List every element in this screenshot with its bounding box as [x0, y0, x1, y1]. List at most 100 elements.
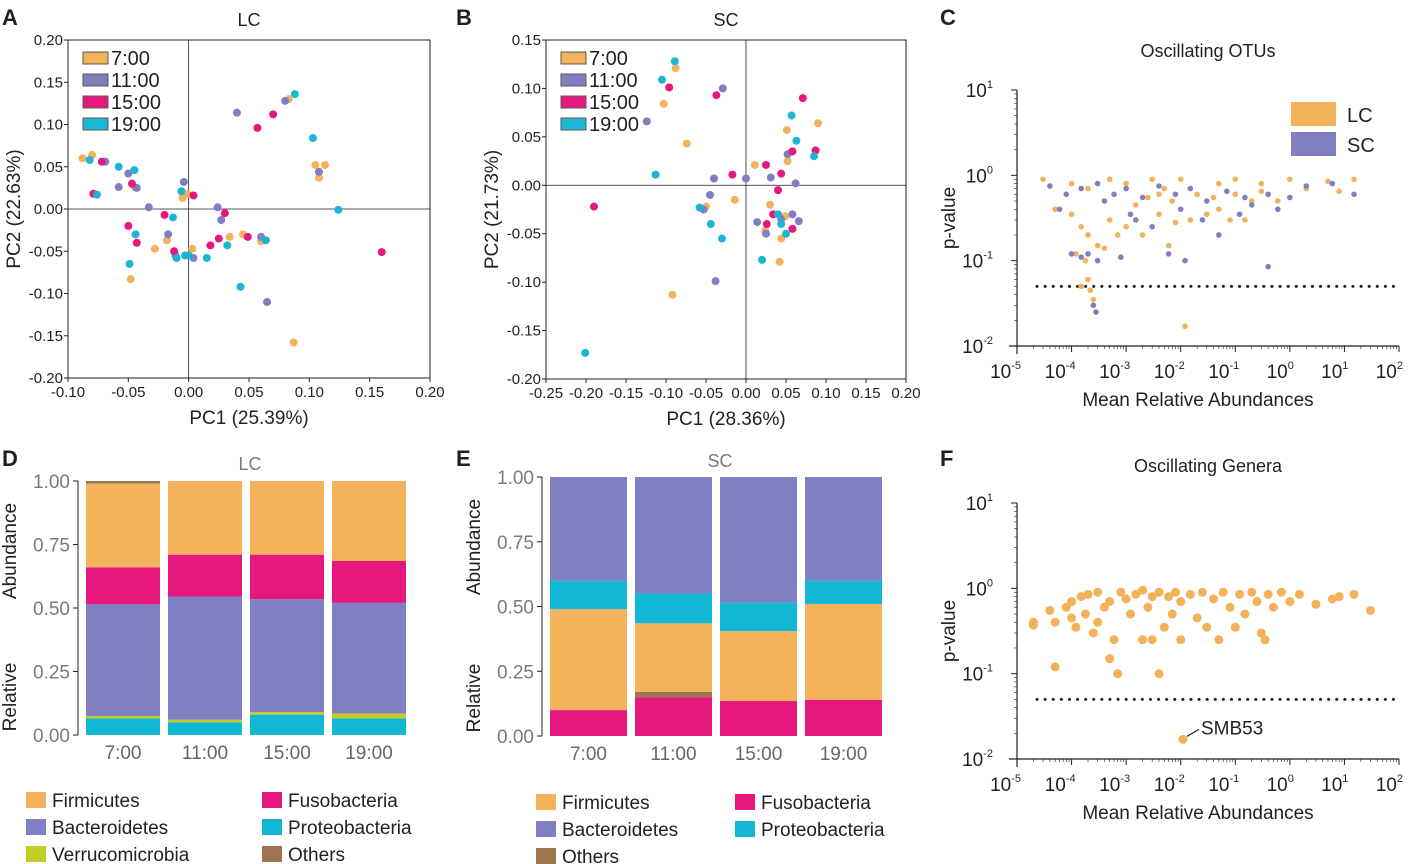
data-point	[189, 191, 198, 200]
data-point	[1156, 211, 1162, 218]
data-point	[670, 57, 679, 66]
legend-swatch	[560, 117, 587, 131]
y-tick-label: 0.05	[34, 159, 63, 176]
data-point	[184, 251, 193, 260]
bar-7:00	[550, 477, 627, 736]
legend-swatch	[1291, 102, 1336, 126]
data-point	[1123, 180, 1129, 187]
bar-segment-others	[86, 481, 160, 484]
data-point	[1101, 198, 1108, 204]
x-tick-label: 7:00	[105, 743, 142, 764]
bar-11:00	[635, 477, 712, 736]
series-SC	[1047, 180, 1357, 315]
x-tick-label: 10-4	[1045, 773, 1076, 796]
data-point	[1216, 206, 1222, 213]
data-point	[787, 111, 796, 120]
data-point	[706, 190, 714, 199]
data-point	[1165, 242, 1172, 249]
x-tick-label: 101	[1321, 360, 1348, 383]
legend-swatch	[536, 821, 556, 837]
panel-label: A	[2, 5, 18, 30]
y-tick-label: 101	[966, 79, 993, 102]
bar-segment-fusobacteria	[720, 701, 797, 736]
y-axis-label-word: Relative	[464, 664, 485, 733]
data-point	[1187, 217, 1194, 223]
x-axis-label: PC1 (28.36%)	[666, 409, 785, 430]
bar-19:00	[805, 477, 882, 736]
data-point	[728, 170, 737, 179]
data-point	[730, 195, 739, 204]
tick-base: 10	[1045, 775, 1066, 796]
y-tick-label: 1.00	[497, 468, 534, 489]
x-tick-label: 10-2	[1154, 773, 1185, 796]
data-point	[1287, 194, 1293, 201]
tick-exponent: 1	[987, 492, 993, 504]
bar-segment-bacteroidetes	[168, 596, 242, 720]
legend-label: 11:00	[589, 70, 638, 92]
data-point	[144, 203, 153, 212]
annotation-label: SMB53	[1201, 718, 1263, 739]
data-point	[775, 257, 784, 266]
data-point	[1088, 628, 1098, 638]
data-point	[1161, 185, 1168, 192]
y-tick-label: 0.00	[512, 177, 541, 194]
panel-b: B SC-0.25 -0.20 -0.15 -0.10 -0.05 0.00 0.05 0.10…	[456, 5, 921, 430]
data-point	[124, 221, 133, 230]
x-axis-label: Mean Relative Abundances	[1082, 803, 1313, 824]
tick-base: 10	[962, 252, 983, 273]
data-point	[1132, 217, 1139, 223]
data-point	[1114, 232, 1121, 238]
data-point	[1172, 191, 1179, 198]
bar-segment-proteobacteria	[635, 593, 712, 624]
x-axis-label: PC1 (25.39%)	[189, 408, 308, 429]
data-point	[1116, 587, 1126, 597]
data-point	[1094, 242, 1101, 249]
data-point	[758, 255, 766, 264]
tick-exponent: -4	[1066, 360, 1076, 372]
y-tick-label: -0.10	[29, 286, 63, 303]
bar-segment-proteobacteria	[550, 580, 627, 610]
x-tick-label: 0.10	[295, 384, 324, 401]
chart-title: SC	[713, 10, 738, 30]
y-tick-label: 0.05	[512, 129, 541, 146]
legend: Firmicutes Fusobacteria Bacteroidetes Prote…	[536, 793, 885, 864]
data-point	[762, 229, 770, 238]
bar-segment-firmicutes	[635, 623, 712, 692]
data-point	[1240, 609, 1250, 619]
data-point	[792, 136, 801, 145]
data-point	[168, 213, 177, 222]
data-point	[321, 161, 330, 170]
y-tick-label: 0.15	[512, 32, 541, 49]
y-tick-label: 0.00	[33, 726, 70, 747]
data-point	[1094, 180, 1101, 187]
tick-exponent: -5	[1011, 360, 1021, 372]
data-point	[1242, 217, 1248, 223]
bar-segment-bacteroidetes	[805, 477, 882, 581]
data-point	[1172, 219, 1179, 226]
data-point	[206, 241, 215, 250]
tick-base: 10	[1376, 775, 1397, 796]
data-point	[788, 224, 797, 233]
tick-exponent: 2	[1397, 360, 1403, 372]
data-point	[1073, 251, 1079, 257]
data-point	[766, 200, 774, 209]
data-point	[1187, 185, 1194, 192]
data-point	[1085, 276, 1091, 283]
y-tick-label: 100	[966, 164, 993, 187]
data-point	[718, 234, 726, 243]
data-point	[1218, 587, 1228, 597]
data-point	[1061, 602, 1071, 612]
data-point	[783, 157, 792, 166]
legend-swatch	[26, 846, 46, 862]
tick-exponent: -2	[1175, 773, 1185, 785]
data-point	[1123, 185, 1129, 192]
data-point	[1109, 635, 1119, 645]
data-point	[1224, 188, 1230, 195]
data-point	[753, 218, 762, 227]
data-point	[1176, 635, 1186, 645]
data-point	[1248, 202, 1255, 208]
bar-segment-bacteroidetes	[635, 477, 712, 594]
series-11:00	[642, 84, 803, 286]
data-point	[170, 247, 179, 256]
